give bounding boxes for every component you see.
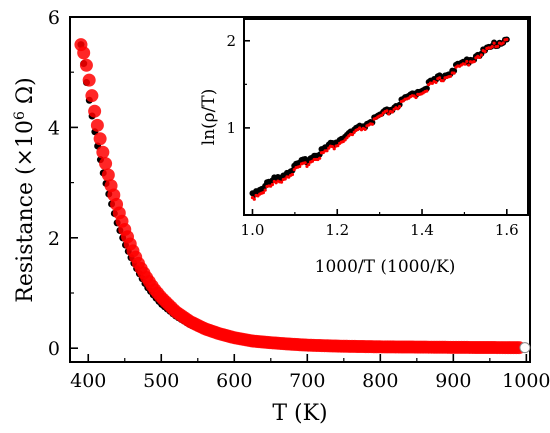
inset-point	[477, 55, 482, 60]
inset-point	[448, 74, 453, 78]
inset-point	[370, 122, 374, 126]
main-plot-ticks: 400 500 600 700 800 900 1000 0 2 4 6	[48, 7, 550, 392]
inset-point	[396, 107, 400, 111]
inset-x-tick-label: 1.2	[325, 221, 349, 239]
inset-x-tick-label: 1.6	[495, 221, 519, 239]
inset-point	[363, 127, 367, 132]
main-point	[88, 104, 102, 118]
main-point	[96, 145, 110, 159]
inset-x-tick-label: 1.0	[241, 221, 265, 239]
inset-point	[336, 144, 340, 148]
main-point	[79, 58, 93, 72]
main-end-marker	[519, 342, 531, 354]
inset-point	[379, 113, 384, 117]
inset-point	[437, 76, 442, 80]
inset-series-1	[250, 37, 509, 201]
inset-point	[414, 95, 418, 100]
main-point	[85, 89, 99, 103]
inset-point	[425, 89, 429, 93]
inset-point	[318, 156, 322, 160]
inset-y-tick-label: 1	[226, 119, 236, 137]
inset-point	[496, 44, 500, 48]
main-point	[93, 132, 107, 146]
inset-point	[441, 79, 445, 83]
main-point	[82, 73, 96, 87]
main-x-tick-label: 1000	[502, 370, 550, 392]
inset-y-tick-label: 2	[226, 32, 236, 50]
inset-point	[350, 132, 354, 137]
inset-point	[398, 105, 402, 109]
main-x-tick-label: 900	[435, 370, 471, 392]
inset-point	[325, 149, 329, 153]
inset-chart: 1.0 1.2 1.4 1.6 1 2 1000/T (1000/K) ln(ρ/T)	[199, 18, 529, 277]
main-y-tick-label: 0	[48, 338, 60, 360]
inset-point	[303, 161, 307, 165]
inset-point	[307, 162, 311, 167]
inset-x-axis-label: 1000/T (1000/K)	[315, 257, 456, 277]
inset-point	[270, 182, 275, 187]
inset-point	[479, 53, 483, 57]
y-axis-label-suffix: Ω)	[13, 77, 38, 111]
inset-point	[298, 164, 302, 169]
inset-point	[465, 59, 469, 64]
inset-x-tick-label: 1.4	[410, 221, 434, 239]
main-plot-frame	[69, 16, 531, 363]
main-plot-marks	[74, 38, 531, 355]
inset-point	[387, 112, 391, 116]
main-x-tick-label: 400	[70, 370, 106, 392]
main-y-tick-label: 4	[48, 117, 60, 139]
main-x-tick-label: 600	[216, 370, 252, 392]
inset-point	[492, 41, 496, 45]
inset-y-axis-label: ln(ρ/T)	[199, 89, 219, 146]
inset-point	[263, 188, 267, 192]
main-point	[101, 168, 115, 182]
inset-point	[252, 197, 256, 201]
inset-point	[261, 191, 265, 195]
inset-point	[279, 180, 284, 184]
main-point	[99, 157, 113, 171]
inset-point	[452, 71, 456, 75]
main-point	[77, 46, 91, 60]
inset-plot-ticks: 1.0 1.2 1.4 1.6 1 2	[226, 32, 518, 239]
inset-plot-marks	[249, 36, 510, 201]
y-axis-label-prefix: Resistance (×10	[13, 120, 38, 303]
inset-point	[467, 63, 471, 67]
inset-point	[434, 80, 438, 84]
inset-point	[332, 147, 336, 151]
main-y-tick-label: 2	[48, 228, 60, 250]
x-axis-label: T (K)	[272, 401, 327, 426]
inset-point	[390, 110, 394, 114]
y-axis-label: Resistance (×106 Ω)	[12, 77, 38, 302]
main-x-tick-label: 700	[289, 370, 325, 392]
inset-point	[490, 45, 494, 49]
inset-point	[290, 172, 295, 177]
main-x-tick-label: 800	[362, 370, 398, 392]
main-series-1	[74, 38, 531, 355]
y-axis-label-exponent: 6	[12, 111, 28, 120]
inset-point	[472, 59, 476, 64]
inset-point	[505, 37, 509, 42]
inset-point	[463, 62, 467, 66]
inset-point	[483, 50, 487, 54]
inset-point	[423, 85, 430, 92]
inset-point	[501, 41, 505, 45]
inset-point	[283, 177, 287, 181]
inset-point	[330, 144, 335, 149]
main-x-tick-label: 500	[143, 370, 179, 392]
inset-point	[385, 109, 389, 113]
inset-point	[343, 138, 347, 142]
main-point	[90, 118, 104, 132]
main-y-tick-label: 6	[48, 7, 60, 29]
